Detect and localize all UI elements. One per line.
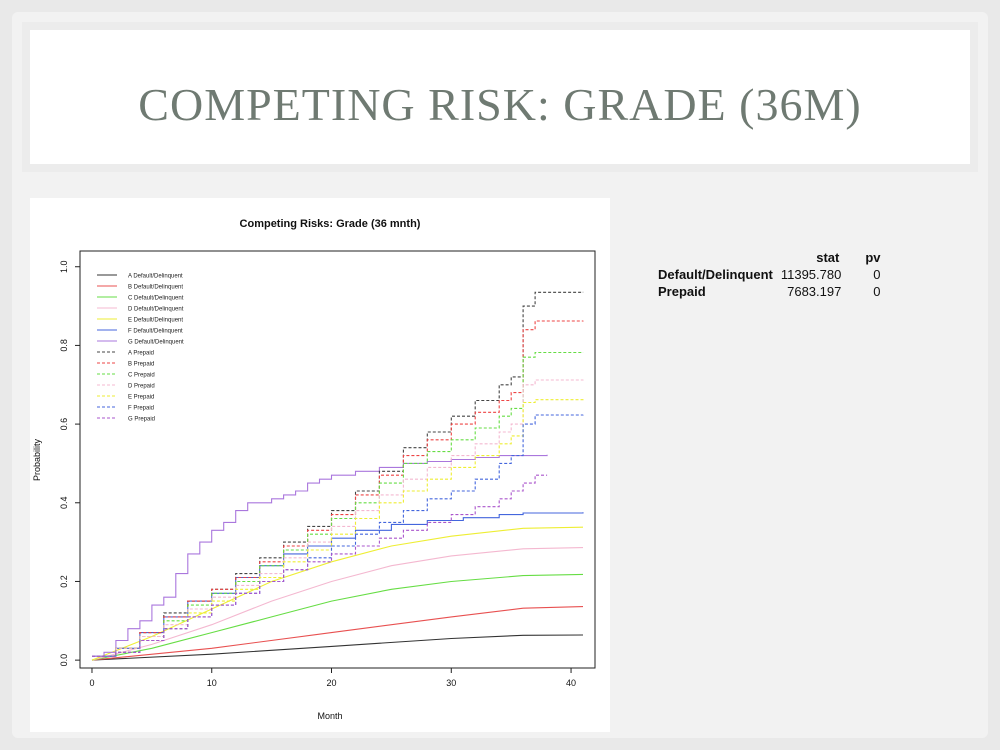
series-line (92, 351, 584, 657)
legend-label: F Default/Delinquent (128, 329, 183, 335)
legend-label: E Prepaid (128, 395, 154, 401)
y-tick-label: 0.2 (59, 575, 69, 588)
series-line (92, 399, 584, 657)
legend-label: E Default/Delinquent (128, 318, 183, 324)
stats-header-blank (650, 249, 777, 266)
title-box: COMPETING RISK: GRADE (36M) (30, 30, 970, 164)
legend-label: D Prepaid (128, 384, 155, 390)
stats-table-container: stat pv Default/Delinquent 11395.780 0 P… (650, 249, 885, 300)
stats-table: stat pv Default/Delinquent 11395.780 0 P… (650, 249, 885, 300)
stats-header-row: stat pv (650, 249, 885, 266)
series-line (91, 606, 584, 661)
y-tick-label: 0.8 (59, 339, 69, 352)
legend-label: G Prepaid (128, 417, 155, 423)
stats-row-label: Prepaid (658, 284, 706, 299)
stats-row-pv: 0 (873, 267, 881, 282)
stats-row-stat: 11395.780 (780, 267, 842, 282)
chart-panel: Competing Risks: Grade (36 mnth) Month P… (30, 198, 610, 732)
legend-label: D Default/Delinquent (128, 307, 184, 313)
series-line (92, 291, 584, 657)
stats-row-label: Default/Delinquent (658, 267, 773, 282)
series-line (91, 547, 584, 661)
legend-label: B Default/Delinquent (128, 285, 183, 291)
chart-title: Competing Risks: Grade (36 mnth) (240, 218, 421, 230)
x-tick-label: 0 (89, 678, 94, 688)
y-axis-label: Probability (32, 438, 42, 481)
slide-title: COMPETING RISK: GRADE (36M) (138, 79, 862, 130)
legend-label: C Prepaid (128, 373, 155, 379)
y-tick-label: 1.0 (59, 260, 69, 273)
series-line (92, 320, 584, 657)
legend-label: B Prepaid (128, 362, 154, 368)
series-line (92, 414, 584, 657)
series-line (92, 454, 548, 657)
plot-frame (79, 250, 596, 669)
series-line (91, 573, 584, 661)
legend-label: C Default/Delinquent (128, 296, 184, 302)
y-tick-label: 0.4 (59, 497, 69, 510)
series-line (92, 474, 548, 657)
x-tick-label: 20 (327, 678, 337, 688)
stats-row: Prepaid 7683.197 0 (650, 283, 885, 300)
y-tick-label: 0.6 (59, 418, 69, 431)
legend-label: G Default/Delinquent (128, 340, 184, 346)
legend-label: F Prepaid (128, 406, 154, 412)
stats-row-pv: 0 (873, 284, 881, 299)
chart-legend: A Default/Delinquent B Default/Delinquent… (97, 274, 184, 423)
stats-header-stat: stat (816, 250, 840, 265)
series-layer (91, 291, 584, 661)
stats-row-stat: 7683.197 (787, 284, 842, 299)
chart-axes: 0 10 20 30 40 0.0 0.2 0.4 0.6 0.8 1.0 (59, 250, 596, 688)
x-tick-label: 40 (566, 678, 576, 688)
legend-label: A Prepaid (128, 351, 154, 357)
stats-row: Default/Delinquent 11395.780 0 (650, 266, 885, 283)
legend-label: A Default/Delinquent (128, 274, 183, 280)
series-line (92, 379, 584, 657)
x-tick-label: 30 (446, 678, 456, 688)
series-line (91, 526, 584, 661)
y-tick-label: 0.0 (59, 654, 69, 667)
x-tick-label: 10 (207, 678, 217, 688)
competing-risks-chart: Competing Risks: Grade (36 mnth) Month P… (32, 218, 596, 721)
x-axis-label: Month (317, 711, 342, 721)
series-line (91, 634, 584, 661)
stats-header-pv: pv (865, 250, 881, 265)
